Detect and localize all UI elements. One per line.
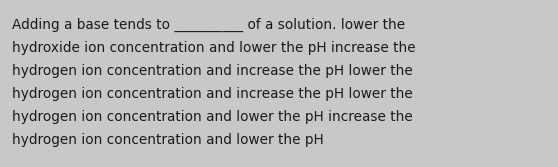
Text: hydrogen ion concentration and lower the pH increase the: hydrogen ion concentration and lower the…: [12, 110, 413, 124]
Text: hydrogen ion concentration and lower the pH: hydrogen ion concentration and lower the…: [12, 133, 324, 147]
Text: hydrogen ion concentration and increase the pH lower the: hydrogen ion concentration and increase …: [12, 64, 413, 78]
Text: hydrogen ion concentration and increase the pH lower the: hydrogen ion concentration and increase …: [12, 87, 413, 101]
Text: Adding a base tends to __________ of a solution. lower the: Adding a base tends to __________ of a s…: [12, 18, 405, 32]
Text: hydroxide ion concentration and lower the pH increase the: hydroxide ion concentration and lower th…: [12, 41, 416, 55]
